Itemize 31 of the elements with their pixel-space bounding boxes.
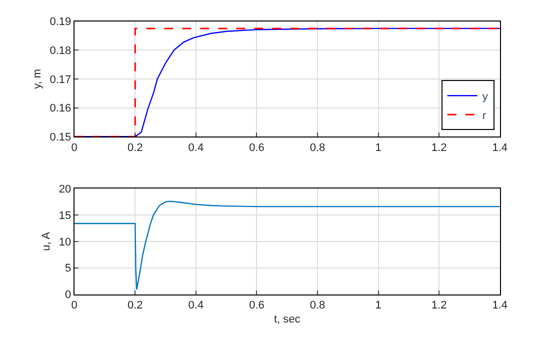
x-tick-label: 0.4 xyxy=(188,142,204,154)
y-axis-title: u, A xyxy=(40,231,53,251)
line-series xyxy=(74,28,500,137)
y-tick-label: 5 xyxy=(65,262,72,275)
x-tick-label: 1.4 xyxy=(492,299,508,312)
y-tick-label: 0.19 xyxy=(50,16,72,28)
y-tick-label: 15 xyxy=(58,210,72,222)
x-tick-label: 0.4 xyxy=(188,299,204,312)
x-tick-label: 1.2 xyxy=(431,299,447,312)
y-tick-label: 0.16 xyxy=(50,102,72,115)
x-tick-label: 0.2 xyxy=(128,299,143,312)
x-tick-label: 0.8 xyxy=(310,299,326,312)
y-tick-label: 0 xyxy=(65,289,72,302)
x-tick-label: 1.4 xyxy=(492,142,508,154)
y-tick-label: 10 xyxy=(58,236,72,248)
line-series xyxy=(74,200,500,290)
y-axis-title: y, m xyxy=(31,68,44,89)
x-tick-label: 1.2 xyxy=(431,142,447,154)
x-tick-label: 1 xyxy=(375,142,382,154)
x-axis-title: t, sec xyxy=(274,314,301,326)
legend-label: r xyxy=(482,110,486,122)
y-tick-label: 20 xyxy=(58,183,72,196)
x-tick-label: 1 xyxy=(375,299,382,312)
x-tick-label: 0.8 xyxy=(310,142,326,154)
x-tick-label: 0.6 xyxy=(249,142,264,154)
y-tick-label: 0.15 xyxy=(50,131,72,144)
legend-label: y xyxy=(482,90,488,103)
x-tick-label: 0.6 xyxy=(249,299,264,312)
y-tick-label: 0.18 xyxy=(50,44,72,57)
y-tick-label: 0.17 xyxy=(50,74,72,86)
x-tick-label: 0.2 xyxy=(128,142,143,154)
